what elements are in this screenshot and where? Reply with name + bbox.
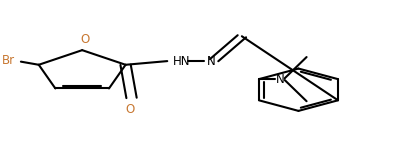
Text: O: O [125, 103, 134, 116]
Text: N: N [276, 73, 285, 86]
Text: Br: Br [2, 54, 15, 67]
Text: N: N [207, 55, 216, 68]
Text: O: O [81, 33, 90, 46]
Text: HN: HN [173, 55, 191, 68]
